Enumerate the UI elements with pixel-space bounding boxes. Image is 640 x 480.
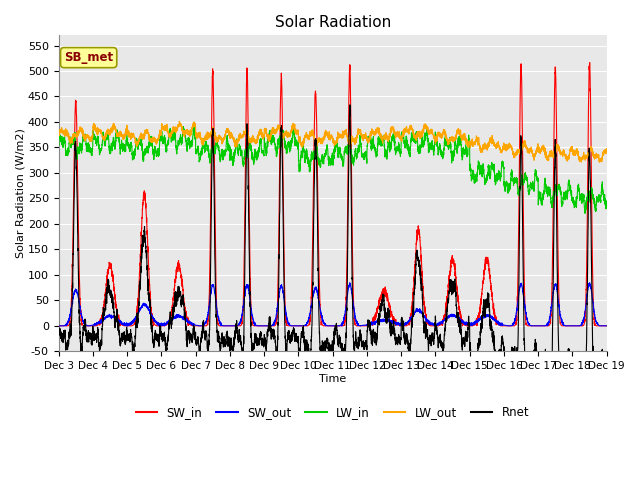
Legend: SW_in, SW_out, LW_in, LW_out, Rnet: SW_in, SW_out, LW_in, LW_out, Rnet [131, 401, 534, 424]
Text: SB_met: SB_met [64, 51, 113, 64]
Y-axis label: Solar Radiation (W/m2): Solar Radiation (W/m2) [15, 128, 25, 258]
Title: Solar Radiation: Solar Radiation [275, 15, 391, 30]
X-axis label: Time: Time [319, 374, 346, 384]
